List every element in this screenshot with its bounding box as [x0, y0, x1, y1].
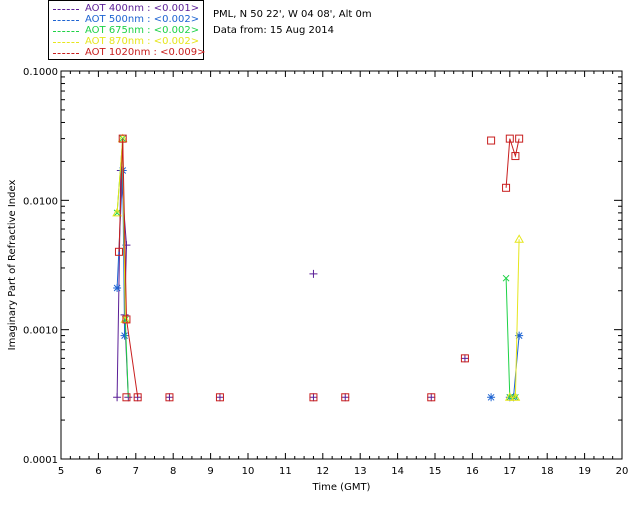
x-tick-label: 12: [316, 466, 329, 477]
data-point-400nm: [215, 393, 224, 402]
data-point-1020nm: [309, 393, 318, 402]
x-tick-label: 5: [58, 466, 64, 477]
x-tick-label: 14: [391, 466, 404, 477]
legend-swatch-500nm: [53, 20, 79, 21]
x-tick-label: 17: [503, 466, 516, 477]
data-point-1020nm: [502, 183, 511, 192]
legend-swatch-675nm: [53, 31, 79, 32]
series-line-1020nm: [505, 138, 520, 188]
data-date: Data from: 15 Aug 2014: [213, 25, 334, 36]
data-point-400nm: [341, 393, 350, 402]
y-tick-label: 0.0100: [23, 196, 58, 207]
x-tick-label: 19: [578, 466, 591, 477]
data-point-500nm: [120, 331, 129, 340]
y-axis-title: Imaginary Part of Refractive Index: [7, 180, 18, 351]
series-line-500nm: [509, 335, 520, 398]
data-point-1020nm: [505, 134, 514, 143]
x-tick-label: 13: [354, 466, 367, 477]
y-tick-label: 0.0010: [23, 326, 58, 337]
data-point-400nm: [427, 393, 436, 402]
data-point-500nm: [487, 393, 496, 402]
x-tick-label: 16: [466, 466, 479, 477]
data-point-400nm: [460, 354, 469, 363]
chart-legend: AOT 400nm : <0.001> AOT 500nm : <0.002> …: [48, 0, 206, 60]
series-line-1020nm: [118, 138, 139, 398]
data-point-870nm: [510, 392, 521, 401]
data-point-1020nm: [511, 152, 520, 161]
data-point-400nm: [165, 393, 174, 402]
legend-label-1020nm: AOT 1020nm : <0.009>: [85, 47, 206, 58]
data-point-870nm: [112, 207, 122, 217]
legend-label-400nm: AOT 400nm : <0.001>: [85, 3, 200, 14]
data-point-870nm: [504, 392, 515, 401]
legend-swatch-870nm: [53, 42, 79, 43]
series-line-870nm: [509, 239, 520, 398]
data-point-1020nm: [487, 136, 496, 145]
data-point-870nm: [514, 234, 525, 243]
data-point-1020nm: [215, 393, 224, 402]
x-tick-label: 20: [616, 466, 629, 477]
x-tick-label: 18: [541, 466, 554, 477]
x-axis-title: Time (GMT): [312, 482, 371, 493]
data-point-1020nm: [460, 354, 469, 363]
data-point-1020nm: [341, 393, 350, 402]
x-tick-label: 6: [95, 466, 101, 477]
site-location: PML, N 50 22', W 04 08', Alt 0m: [213, 9, 372, 20]
data-point-1020nm: [133, 393, 142, 402]
data-point-1020nm: [515, 134, 524, 143]
x-tick-label: 10: [242, 466, 255, 477]
data-point-500nm: [515, 331, 524, 340]
data-point-1020nm: [165, 393, 174, 402]
data-point-400nm: [309, 269, 318, 278]
data-point-400nm: [309, 393, 318, 402]
data-point-1020nm: [114, 247, 123, 256]
legend-item-500nm: AOT 500nm : <0.002>: [53, 14, 203, 26]
x-tick-label: 7: [133, 466, 139, 477]
legend-swatch-400nm: [53, 9, 79, 10]
x-tick-label: 8: [170, 466, 176, 477]
legend-swatch-1020nm: [53, 53, 79, 54]
data-point-675nm: [502, 274, 510, 282]
legend-label-500nm: AOT 500nm : <0.002>: [85, 14, 200, 25]
y-tick-label: 0.0001: [23, 455, 58, 466]
x-tick-label: 11: [279, 466, 292, 477]
legend-item-400nm: AOT 400nm : <0.001>: [53, 3, 203, 15]
legend-item-1020nm: AOT 1020nm : <0.009>: [53, 47, 206, 59]
x-tick-label: 15: [429, 466, 442, 477]
y-tick-label: 0.1000: [23, 67, 58, 78]
data-point-1020nm: [118, 134, 127, 143]
data-point-1020nm: [427, 393, 436, 402]
x-tick-label: 9: [207, 466, 213, 477]
legend-item-675nm: AOT 675nm : <0.002>: [53, 25, 203, 37]
series-line-675nm: [505, 278, 516, 398]
data-point-500nm: [113, 283, 122, 292]
legend-label-675nm: AOT 675nm : <0.002>: [85, 25, 200, 36]
data-point-1020nm: [122, 393, 131, 402]
legend-label-870nm: AOT 870nm : <0.002>: [85, 36, 200, 47]
data-point-1020nm: [122, 315, 131, 324]
legend-item-870nm: AOT 870nm : <0.002>: [53, 36, 203, 48]
data-point-400nm: [113, 393, 122, 402]
